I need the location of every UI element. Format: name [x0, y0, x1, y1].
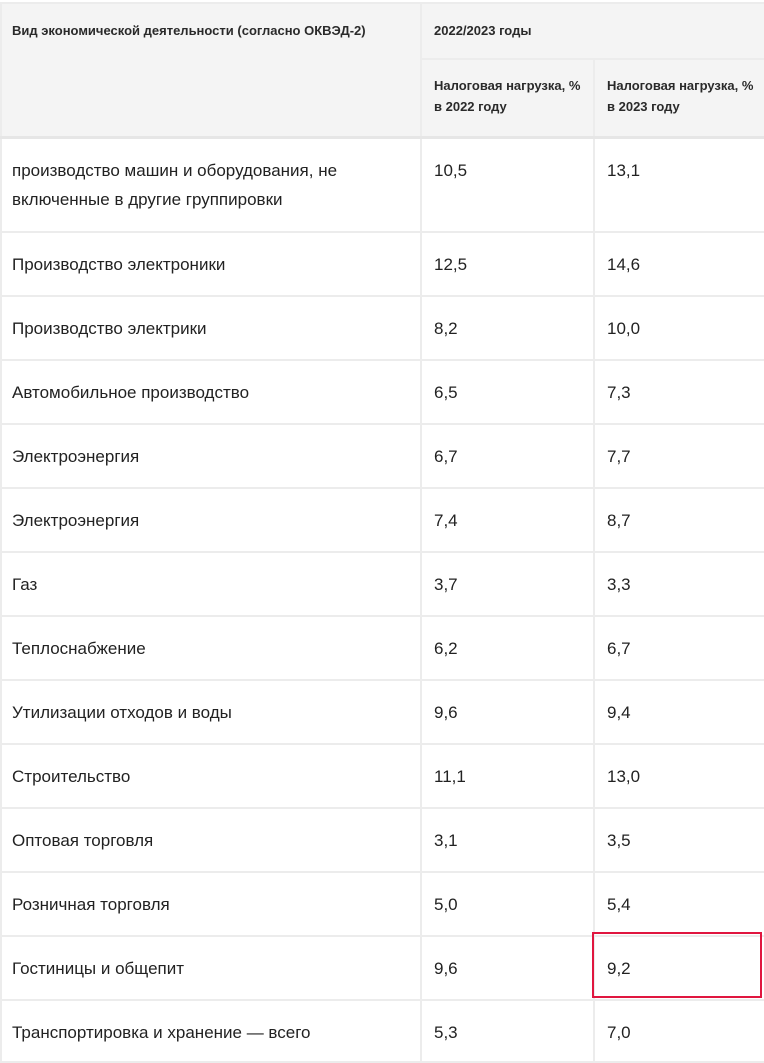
cell-tax-2023: 3,3 [593, 551, 764, 617]
cell-tax-2022: 8,2 [420, 295, 595, 361]
cell-activity: Производство электроники [0, 231, 422, 297]
header-tax-2023: Налоговая нагрузка, % в 2023 году [593, 58, 764, 138]
cell-tax-2023: 7,3 [593, 359, 764, 425]
cell-tax-2022: 5,0 [420, 871, 595, 937]
table-row: Теплоснабжение 6,2 6,7 [0, 615, 764, 681]
cell-tax-2023: 14,6 [593, 231, 764, 297]
cell-activity: Электроэнергия [0, 423, 422, 489]
table-body: производство машин и оборудования, не вк… [0, 135, 764, 1063]
table-row: Гостиницы и общепит 9,6 9,2 [0, 935, 764, 1001]
cell-tax-2023: 6,7 [593, 615, 764, 681]
table-row: Производство электроники 12,5 14,6 [0, 231, 764, 297]
cell-tax-2023: 8,7 [593, 487, 764, 553]
header-tax-2022: Налоговая нагрузка, % в 2022 году [420, 58, 595, 138]
table-row: Электроэнергия 6,7 7,7 [0, 423, 764, 489]
cell-activity: Оптовая торговля [0, 807, 422, 873]
cell-tax-2022: 10,5 [420, 135, 595, 233]
table-row: Транспортировка и хранение — всего 5,3 7… [0, 999, 764, 1063]
cell-activity: Гостиницы и общепит [0, 935, 422, 1001]
cell-tax-2023: 5,4 [593, 871, 764, 937]
table-row: Электроэнергия 7,4 8,7 [0, 487, 764, 553]
cell-tax-2022: 11,1 [420, 743, 595, 809]
table-row: Газ 3,7 3,3 [0, 551, 764, 617]
header-activity: Вид экономической деятельности (согласно… [0, 2, 422, 138]
cell-activity: Теплоснабжение [0, 615, 422, 681]
table-row: Производство электрики 8,2 10,0 [0, 295, 764, 361]
table-row: Розничная торговля 5,0 5,4 [0, 871, 764, 937]
table-row: производство машин и оборудования, не вк… [0, 135, 764, 233]
cell-tax-2023: 9,4 [593, 679, 764, 745]
cell-activity: Утилизации отходов и воды [0, 679, 422, 745]
cell-activity: Электроэнергия [0, 487, 422, 553]
cell-tax-2023: 7,7 [593, 423, 764, 489]
cell-tax-2022: 12,5 [420, 231, 595, 297]
cell-activity: производство машин и оборудования, не вк… [0, 135, 422, 233]
table-row: Оптовая торговля 3,1 3,5 [0, 807, 764, 873]
cell-tax-2022: 3,1 [420, 807, 595, 873]
table-row: Утилизации отходов и воды 9,6 9,4 [0, 679, 764, 745]
table-row: Строительство 11,1 13,0 [0, 743, 764, 809]
cell-activity: Розничная торговля [0, 871, 422, 937]
cell-tax-2022: 9,6 [420, 679, 595, 745]
cell-activity: Транспортировка и хранение — всего [0, 999, 422, 1063]
header-period: 2022/2023 годы [420, 2, 764, 60]
cell-tax-2022: 5,3 [420, 999, 595, 1063]
cell-activity: Газ [0, 551, 422, 617]
cell-tax-2022: 3,7 [420, 551, 595, 617]
cell-tax-2022: 6,5 [420, 359, 595, 425]
cell-tax-2023-highlighted: 9,2 [593, 935, 764, 1001]
cell-tax-2023: 7,0 [593, 999, 764, 1063]
cell-tax-2023: 13,1 [593, 135, 764, 233]
cell-tax-2023: 13,0 [593, 743, 764, 809]
cell-activity: Строительство [0, 743, 422, 809]
cell-tax-2022: 6,2 [420, 615, 595, 681]
cell-activity: Производство электрики [0, 295, 422, 361]
cell-activity: Автомобильное производство [0, 359, 422, 425]
table-row: Автомобильное производство 6,5 7,3 [0, 359, 764, 425]
cell-tax-2022: 6,7 [420, 423, 595, 489]
cell-tax-2022: 7,4 [420, 487, 595, 553]
cell-tax-2023: 3,5 [593, 807, 764, 873]
cell-tax-2022: 9,6 [420, 935, 595, 1001]
cell-tax-2023: 10,0 [593, 295, 764, 361]
